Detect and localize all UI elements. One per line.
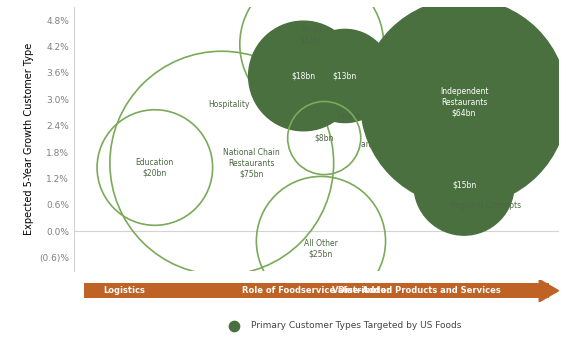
Ellipse shape bbox=[249, 21, 358, 131]
Text: Retail
$31bn: Retail $31bn bbox=[300, 25, 324, 44]
Text: Value-Added Products and Services: Value-Added Products and Services bbox=[332, 286, 500, 295]
Polygon shape bbox=[539, 280, 559, 302]
Text: $8bn: $8bn bbox=[315, 133, 334, 143]
Ellipse shape bbox=[298, 29, 392, 122]
Ellipse shape bbox=[414, 135, 514, 235]
Text: Education
$20bn: Education $20bn bbox=[136, 158, 174, 177]
Text: National Chain
Restaurants
$75bn: National Chain Restaurants $75bn bbox=[223, 148, 280, 178]
Text: Hospitality: Hospitality bbox=[208, 100, 250, 109]
Text: Primary Customer Types Targeted by US Foods: Primary Customer Types Targeted by US Fo… bbox=[251, 321, 461, 330]
Point bbox=[229, 323, 239, 329]
Text: $15bn: $15bn bbox=[452, 181, 476, 190]
Text: Regional Concepts: Regional Concepts bbox=[450, 201, 521, 210]
Text: Independent
Restaurants
$64bn: Independent Restaurants $64bn bbox=[440, 87, 488, 117]
Text: Logistics: Logistics bbox=[103, 286, 145, 295]
Text: Business
and Industry: Business and Industry bbox=[361, 129, 410, 149]
Bar bbox=[84, 283, 549, 298]
Text: All Other
$25bn: All Other $25bn bbox=[304, 239, 338, 259]
Text: $13bn: $13bn bbox=[333, 71, 357, 81]
Ellipse shape bbox=[361, 0, 567, 206]
Y-axis label: Expected 5-Year Growth Customer Type: Expected 5-Year Growth Customer Type bbox=[24, 43, 34, 235]
Text: Healthcare: Healthcare bbox=[337, 111, 379, 120]
Text: Role of Foodservice Distributor: Role of Foodservice Distributor bbox=[242, 286, 390, 295]
Text: $18bn: $18bn bbox=[291, 71, 315, 81]
